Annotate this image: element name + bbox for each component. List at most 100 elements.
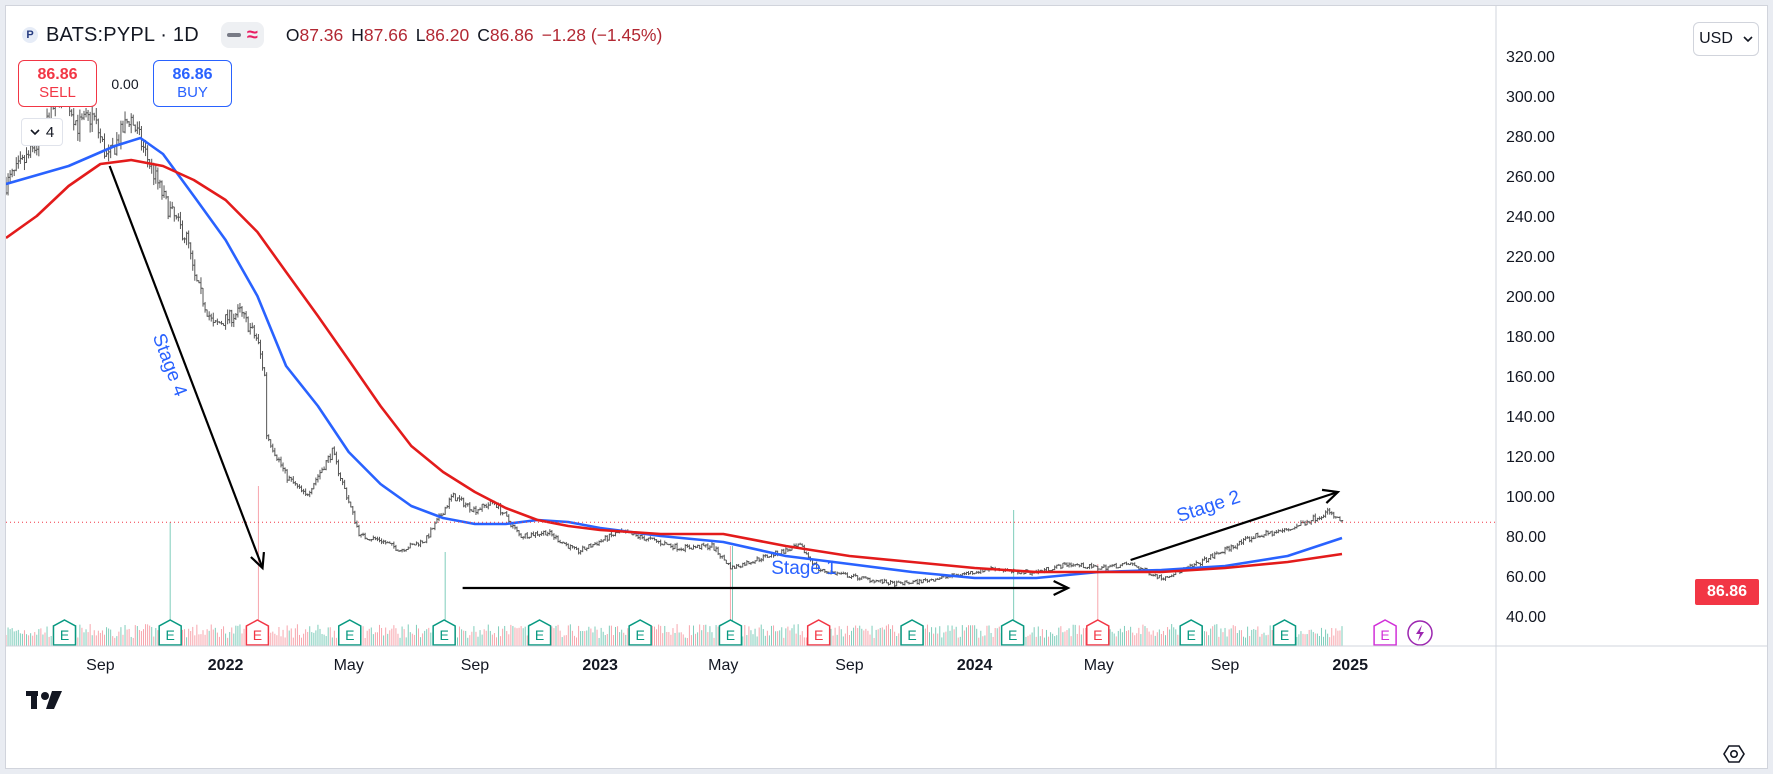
price-tick-label: 40.00	[1506, 609, 1546, 626]
stage-arrow	[1130, 490, 1339, 562]
time-tick-label: May	[708, 657, 738, 674]
earnings-label: E	[814, 627, 823, 643]
price-tick-label: 200.00	[1506, 289, 1555, 306]
earnings-marker[interactable]: E	[1373, 619, 1397, 646]
price-tick-label: 160.00	[1506, 369, 1555, 386]
spread-value: 0.00	[111, 75, 139, 92]
stage-label: Stage 1	[771, 558, 837, 579]
earnings-marker[interactable]: E	[1086, 619, 1110, 646]
moving-averages-layer	[6, 136, 1343, 580]
arrow-head	[1321, 488, 1341, 504]
price-tick-label: 120.00	[1506, 449, 1555, 466]
earnings-badge	[718, 619, 743, 646]
slow_ma-line	[6, 158, 1343, 574]
earnings-label: E	[1093, 627, 1102, 643]
price-tick-label: 220.00	[1506, 249, 1555, 266]
tradingview-logo-icon[interactable]	[26, 688, 68, 717]
earnings-label: E	[60, 627, 69, 643]
ohlc-low: L86.20	[415, 24, 470, 45]
earnings-label: E	[1280, 627, 1289, 643]
earnings-badge	[1179, 619, 1203, 646]
price-tick-label: 320.00	[1506, 49, 1555, 66]
last-price-label: 86.86	[1695, 579, 1759, 605]
price-tick-label: 100.00	[1506, 489, 1555, 506]
buy-button[interactable]: 86.86 BUY	[153, 60, 232, 107]
earnings-label: E	[253, 627, 262, 643]
earnings-marker[interactable]: E	[158, 619, 182, 646]
earnings-label: E	[1008, 627, 1017, 643]
time-tick-label: 2023	[582, 657, 618, 674]
sell-label: SELL	[39, 83, 76, 101]
earnings-label: E	[1186, 627, 1195, 643]
price-tick-label: 300.00	[1506, 89, 1555, 106]
sell-button[interactable]: 86.86 SELL	[18, 60, 97, 107]
earnings-marker[interactable]: E	[900, 619, 924, 646]
candles-layer	[6, 76, 1344, 588]
earnings-badge	[337, 619, 362, 646]
earnings-marker[interactable]: E	[52, 619, 77, 646]
time-tick-label: Sep	[1211, 657, 1240, 674]
price-tick-label: 260.00	[1506, 169, 1555, 186]
time-tick-label: Sep	[835, 657, 864, 674]
earnings-label: E	[1380, 627, 1389, 643]
earnings-badge	[158, 619, 182, 646]
time-tick-label: 2024	[957, 657, 993, 674]
price-tick-label: 80.00	[1506, 529, 1546, 546]
earnings-badge	[1086, 619, 1110, 646]
earnings-badge	[527, 619, 552, 646]
price-tick-label: 140.00	[1506, 409, 1555, 426]
time-tick-label: Sep	[86, 657, 115, 674]
earnings-badge	[245, 619, 270, 646]
ohlc-open: O87.36	[285, 24, 344, 45]
earnings-marker[interactable]: E	[245, 619, 270, 646]
trade-buttons: 86.86 SELL 0.00 86.86 BUY	[18, 60, 232, 107]
earnings-marker[interactable]: E	[806, 619, 831, 646]
indicators-collapse-button[interactable]: 4	[21, 118, 63, 146]
earnings-badge	[432, 619, 456, 646]
time-tick-label: Sep	[461, 657, 490, 674]
time-tick-label: May	[334, 657, 364, 674]
stage-label: Stage 2	[1174, 487, 1243, 527]
sell-price: 86.86	[37, 65, 78, 83]
earnings-marker[interactable]: E	[718, 619, 743, 646]
earnings-label: E	[439, 627, 448, 643]
price-tick-label: 180.00	[1506, 329, 1555, 346]
time-tick-label: 2025	[1332, 657, 1368, 674]
axes-layer: 320.00 300.00 280.00 260.00 240.00 220.00 200.…	[6, 6, 1767, 768]
currency-value: USD	[1699, 30, 1733, 47]
earnings-label: E	[635, 627, 644, 643]
earnings-marker[interactable]: E	[628, 619, 652, 646]
earnings-marker[interactable]: E	[432, 619, 456, 646]
ohlc-change: −1.28 (−1.45%)	[541, 24, 663, 45]
chart-legend: P BATS:PYPL · 1D ≈ O87.36 H87.66 L86.20 …	[22, 22, 662, 48]
earnings-badge	[900, 619, 924, 646]
time-tick-label: 2022	[208, 657, 244, 674]
earnings-badge	[1272, 619, 1297, 646]
earnings-marker[interactable]: E	[1000, 619, 1025, 646]
chevron-down-icon	[1743, 35, 1753, 42]
price-tick-label: 240.00	[1506, 209, 1555, 226]
price-tick-label: 280.00	[1506, 129, 1555, 146]
earnings-badge	[52, 619, 77, 646]
earnings-marker[interactable]: E	[527, 619, 552, 646]
earnings-marker[interactable]: E	[337, 619, 362, 646]
earnings-marker[interactable]: E	[1179, 619, 1203, 646]
currency-select[interactable]: USD	[1693, 22, 1759, 56]
earnings-label: E	[907, 627, 916, 643]
minus-icon	[226, 33, 241, 37]
buy-price: 86.86	[172, 65, 213, 83]
symbol-title[interactable]: BATS:PYPL · 1D	[46, 23, 199, 46]
earnings-marker[interactable]: E	[1272, 619, 1297, 646]
ohlc-high: H87.66	[351, 24, 408, 45]
earnings-badge	[1373, 619, 1397, 646]
earnings-label: E	[726, 627, 735, 643]
legend-toggle[interactable]: ≈	[220, 22, 264, 48]
settings-icon[interactable]	[1722, 742, 1746, 766]
earnings-label: E	[535, 627, 544, 643]
ohlc-close: C86.86	[477, 24, 534, 45]
lightning-icon	[1416, 625, 1424, 641]
